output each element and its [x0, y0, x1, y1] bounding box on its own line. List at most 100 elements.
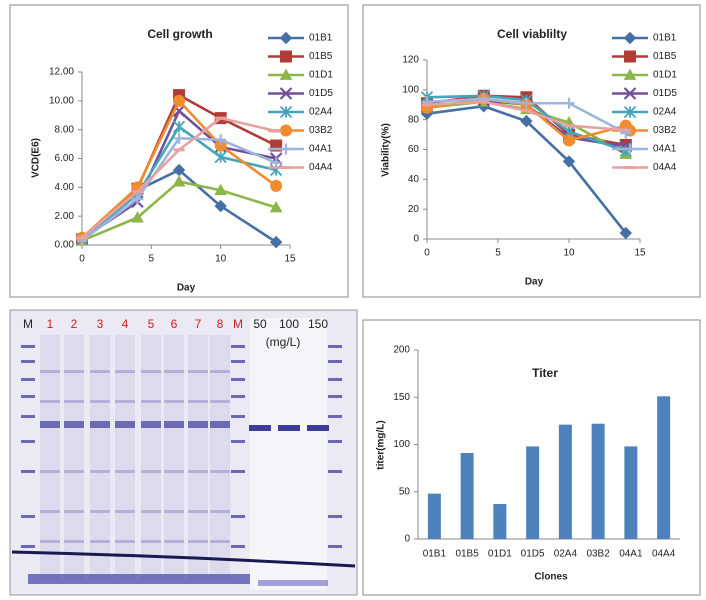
gel-ladder-band [21, 395, 35, 398]
x-tick-label: 04A4 [652, 549, 676, 560]
bar [427, 493, 441, 539]
gel-lane-label: 1 [47, 317, 54, 331]
legend-label: 01B5 [653, 51, 677, 62]
gel-band [115, 370, 135, 373]
legend-swatch-marker [624, 143, 636, 155]
gel-lane-label: 5 [148, 317, 155, 331]
gel-lane [210, 335, 230, 580]
gel-front [11, 550, 356, 568]
legend-label: 01B1 [653, 33, 677, 44]
y-tick-label: 100 [402, 84, 419, 95]
gel-band [249, 425, 271, 431]
gel-lane-label: 100 [279, 317, 299, 331]
y-tick-label: 100 [393, 439, 410, 450]
gel-band [141, 470, 161, 473]
bar [493, 504, 507, 539]
gel-band [164, 370, 184, 373]
legend-label: 02A4 [653, 107, 677, 118]
x-tick-label: 01B1 [423, 549, 447, 560]
y-axis-label: titer(mg/L) [376, 420, 387, 469]
x-axis-label: Day [525, 277, 544, 288]
data-point [214, 139, 227, 152]
y-axis-label: VCD(E6) [31, 138, 42, 178]
data-point [270, 179, 283, 192]
legend-swatch-marker [280, 50, 292, 63]
legend-label: 03B2 [653, 125, 677, 136]
gel-band [164, 421, 184, 428]
data-point [520, 114, 533, 128]
y-tick-label: 0 [404, 534, 410, 545]
y-tick-label: 150 [393, 392, 410, 403]
x-tick-label: 02A4 [554, 549, 578, 560]
gel-band [115, 540, 135, 543]
gel-band [307, 425, 329, 431]
legend-label: 04A4 [653, 162, 677, 173]
gel-lane-label: 50 [253, 317, 267, 331]
legend-swatch-marker [624, 50, 636, 63]
gel-dye [258, 580, 328, 586]
legend-swatch-marker [623, 68, 637, 80]
gel-ladder-band [21, 415, 35, 418]
x-tick-label: 10 [215, 254, 227, 265]
panel-border [362, 319, 701, 596]
gel-band [210, 470, 230, 473]
legend-label: 04A1 [653, 144, 677, 155]
gel-ladder-band [328, 470, 342, 473]
gel-band [141, 370, 161, 373]
gel-band [64, 400, 84, 403]
gel-band [40, 510, 60, 513]
gel-band [64, 370, 84, 373]
legend-swatch-marker [279, 68, 293, 80]
gel-band [90, 540, 110, 543]
gel-ladder-band [328, 415, 342, 418]
gel-lane [90, 335, 110, 580]
gel-ladder-band [231, 470, 245, 473]
gel-ladder-band [231, 415, 245, 418]
data-point [214, 150, 227, 164]
x-tick-label: 10 [563, 248, 575, 259]
y-tick-label: 8.00 [55, 124, 75, 135]
gel-band [210, 510, 230, 513]
gel-unit: (mg/L) [266, 335, 301, 349]
gel-band [64, 510, 84, 513]
legend-label: 04A4 [309, 162, 333, 173]
gel-lane-label: 150 [308, 317, 328, 331]
gel-band [90, 510, 110, 513]
gel-band [40, 400, 60, 403]
gel-band [40, 421, 60, 428]
data-point [172, 120, 186, 133]
legend-label: 01D5 [653, 88, 677, 99]
y-tick-label: 120 [402, 55, 419, 66]
legend-swatch-marker [279, 31, 293, 45]
legend-label: 03B2 [309, 125, 333, 136]
gel-band [115, 400, 135, 403]
x-tick-label: 15 [284, 254, 296, 265]
y-axis-label: Viability(%) [381, 123, 392, 177]
gel-lane-label: M [233, 317, 243, 331]
bar [558, 424, 572, 539]
gel-band [188, 400, 208, 403]
gel-ladder-band [21, 440, 35, 443]
legend-swatch-marker [623, 31, 637, 45]
gel-ladder-band [231, 378, 245, 381]
gel-band [115, 470, 135, 473]
gel-ladder-band [21, 545, 35, 548]
x-tick-label: 15 [634, 248, 646, 259]
legend-label: 01D1 [309, 70, 333, 81]
gel-ladder-band [328, 360, 342, 363]
x-tick-label: 04A1 [619, 549, 643, 560]
panel-border [362, 4, 701, 298]
gel-ladder-band [231, 395, 245, 398]
gel-lane-label: 6 [171, 317, 178, 331]
gel-band [141, 421, 161, 428]
legend-swatch-marker [623, 87, 637, 100]
chart-title: Titer [532, 366, 558, 380]
gel-ladder-band [231, 360, 245, 363]
y-tick-label: 6.00 [55, 153, 75, 164]
data-point [173, 132, 185, 144]
legend-label: 01D5 [309, 88, 333, 99]
gel-band [164, 400, 184, 403]
gel-lane-label: M [23, 317, 33, 331]
gel-band [210, 421, 230, 428]
